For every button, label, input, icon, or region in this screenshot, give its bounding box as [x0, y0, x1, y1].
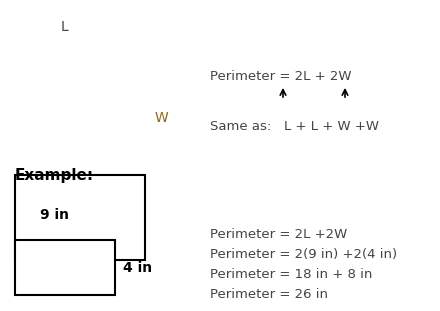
Text: Perimeter = 26 in: Perimeter = 26 in — [210, 288, 328, 301]
Text: Perimeter = 2L +2W: Perimeter = 2L +2W — [210, 228, 347, 241]
Text: Same as:   L + L + W +W: Same as: L + L + W +W — [210, 120, 379, 133]
Text: Example:: Example: — [15, 168, 94, 183]
Bar — [15, 175, 145, 260]
Text: Perimeter = 18 in + 8 in: Perimeter = 18 in + 8 in — [210, 268, 372, 281]
Text: Perimeter = 2L + 2W: Perimeter = 2L + 2W — [210, 70, 352, 83]
Text: L: L — [61, 20, 69, 34]
Text: W: W — [155, 111, 169, 125]
Text: 9 in: 9 in — [40, 208, 69, 222]
Text: 4 in: 4 in — [123, 261, 152, 275]
Text: Perimeter = 2(9 in) +2(4 in): Perimeter = 2(9 in) +2(4 in) — [210, 248, 397, 261]
Bar — [15, 240, 115, 295]
